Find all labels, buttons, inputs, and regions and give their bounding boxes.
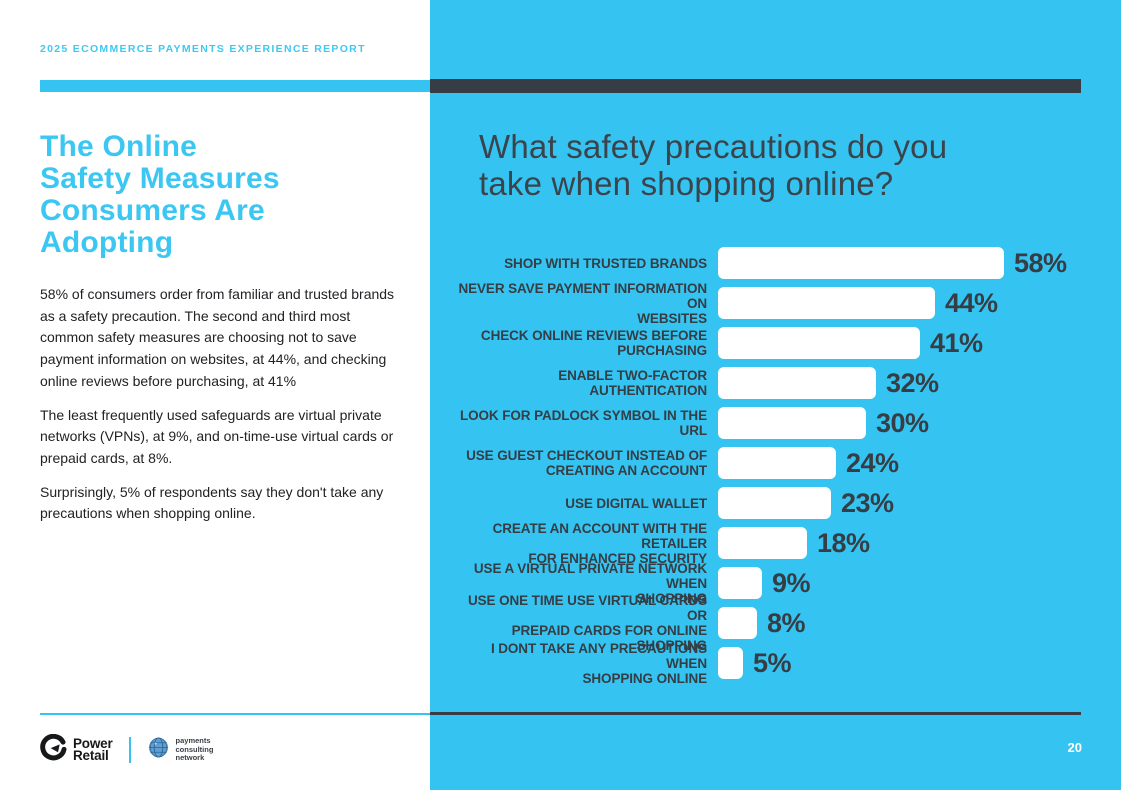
payments-consulting-network-logo: payments consulting network bbox=[147, 736, 214, 764]
report-kicker: 2025 ECOMMERCE PAYMENTS EXPERIENCE REPOR… bbox=[40, 43, 366, 55]
chart-row: I DONT TAKE ANY PRECAUTIONS WHEN SHOPPIN… bbox=[455, 641, 1067, 686]
bar-label: NEVER SAVE PAYMENT INFORMATION ON WEBSIT… bbox=[458, 280, 707, 326]
power-retail-wordmark: Power Retail bbox=[73, 735, 113, 763]
bar-value: 23% bbox=[841, 487, 894, 518]
bar-label: LOOK FOR PADLOCK SYMBOL IN THE URL bbox=[459, 408, 707, 438]
bar-label: CHECK ONLINE REVIEWS BEFORE PURCHASING bbox=[480, 328, 707, 358]
chart-row: CHECK ONLINE REVIEWS BEFORE PURCHASING 4… bbox=[455, 327, 1067, 359]
bar bbox=[718, 287, 935, 319]
page-number: 20 bbox=[1067, 740, 1082, 755]
bar-value: 8% bbox=[767, 607, 806, 638]
globe-icon bbox=[147, 736, 170, 764]
footer-logo-divider bbox=[128, 737, 131, 763]
paragraph-3: Surprisingly, 5% of respondents say they… bbox=[40, 483, 384, 522]
bar bbox=[718, 447, 836, 479]
bar-label: I DONT TAKE ANY PRECAUTIONS WHEN SHOPPIN… bbox=[490, 640, 707, 686]
paragraph-1: 58% of consumers order from familiar and… bbox=[40, 286, 395, 389]
footer-rule-left bbox=[40, 713, 430, 715]
chart-row: USE ONE TIME USE VIRTUAL CARDS OR PREPAI… bbox=[455, 593, 1067, 653]
pcn-wordmark: payments consulting network bbox=[175, 736, 214, 763]
bar bbox=[718, 407, 866, 439]
bar-value: 18% bbox=[817, 527, 870, 558]
bar-value: 5% bbox=[753, 647, 792, 678]
header-rule-left bbox=[40, 80, 430, 92]
bar-value: 9% bbox=[772, 567, 811, 598]
page-title: The Online Safety Measures Consumers Are… bbox=[40, 130, 280, 259]
bar-label: USE DIGITAL WALLET bbox=[565, 495, 707, 511]
footer-logos: Power Retail payments consulting network bbox=[40, 733, 214, 766]
bar-value: 44% bbox=[945, 287, 998, 318]
bar-label: ENABLE TWO-FACTOR AUTHENTICATION bbox=[558, 368, 707, 398]
bar bbox=[718, 647, 743, 679]
chart-row: USE DIGITAL WALLET 23% bbox=[455, 487, 1067, 519]
bar bbox=[718, 487, 831, 519]
power-retail-mark-icon bbox=[40, 733, 67, 766]
bar-chart: SHOP WITH TRUSTED BRANDS 58% NEVER SAVE … bbox=[455, 247, 1067, 687]
chart-row: ENABLE TWO-FACTOR AUTHENTICATION 32% bbox=[455, 367, 1067, 399]
power-retail-word-2: Retail bbox=[73, 748, 109, 763]
chart-row: USE GUEST CHECKOUT INSTEAD OF CREATING A… bbox=[455, 447, 1067, 479]
chart-title: What safety precautions do you take when… bbox=[479, 128, 948, 202]
bar-value: 32% bbox=[886, 367, 939, 398]
body-copy: 58% of consumers order from familiar and… bbox=[40, 284, 420, 537]
bar bbox=[718, 247, 1004, 279]
chart-row: USE A VIRTUAL PRIVATE NETWORK WHEN SHOPP… bbox=[455, 561, 1067, 606]
chart-row: NEVER SAVE PAYMENT INFORMATION ON WEBSIT… bbox=[455, 281, 1067, 326]
bar-value: 58% bbox=[1014, 247, 1067, 278]
bar bbox=[718, 527, 807, 559]
bar-label: USE A VIRTUAL PRIVATE NETWORK WHEN SHOPP… bbox=[473, 560, 707, 606]
power-retail-logo: Power Retail bbox=[40, 733, 113, 766]
paragraph-2: The least frequently used safeguards are… bbox=[40, 406, 394, 466]
bar bbox=[718, 567, 762, 599]
bar-value: 24% bbox=[846, 447, 899, 478]
chart-row: CREATE AN ACCOUNT WITH THE RETAILER FOR … bbox=[455, 521, 1067, 566]
footer-rule-right bbox=[430, 712, 1081, 715]
bar-label: CREATE AN ACCOUNT WITH THE RETAILER FOR … bbox=[492, 520, 707, 566]
bar bbox=[718, 327, 920, 359]
chart-row: SHOP WITH TRUSTED BRANDS 58% bbox=[455, 247, 1067, 279]
bar bbox=[718, 367, 876, 399]
bar-label: SHOP WITH TRUSTED BRANDS bbox=[504, 255, 707, 271]
bar-label: USE GUEST CHECKOUT INSTEAD OF CREATING A… bbox=[466, 448, 707, 478]
header-rule-right bbox=[430, 79, 1081, 93]
bar-value: 41% bbox=[930, 327, 983, 358]
chart-row: LOOK FOR PADLOCK SYMBOL IN THE URL 30% bbox=[455, 407, 1067, 439]
power-retail-word-1: Power bbox=[73, 735, 113, 751]
bar-value: 30% bbox=[876, 407, 929, 438]
bar bbox=[718, 607, 757, 639]
bar-label: USE ONE TIME USE VIRTUAL CARDS OR PREPAI… bbox=[467, 593, 707, 653]
